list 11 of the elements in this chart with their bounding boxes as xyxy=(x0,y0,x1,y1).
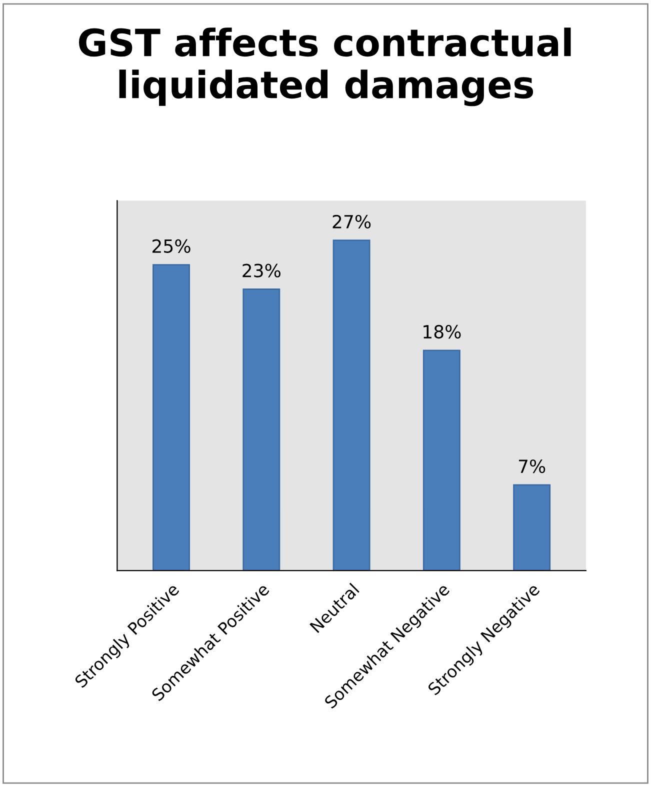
chart-title: GST affects contractual liquidated damages xyxy=(79,28,571,106)
bar xyxy=(332,240,370,571)
data-label: 25% xyxy=(152,239,190,253)
bar xyxy=(242,288,280,571)
data-label: 7% xyxy=(518,459,546,474)
bar xyxy=(513,484,551,571)
data-label: 23% xyxy=(242,264,280,278)
bar xyxy=(422,350,460,571)
bar xyxy=(152,264,190,571)
data-label: 18% xyxy=(424,324,461,339)
data-label: 27% xyxy=(332,214,371,228)
